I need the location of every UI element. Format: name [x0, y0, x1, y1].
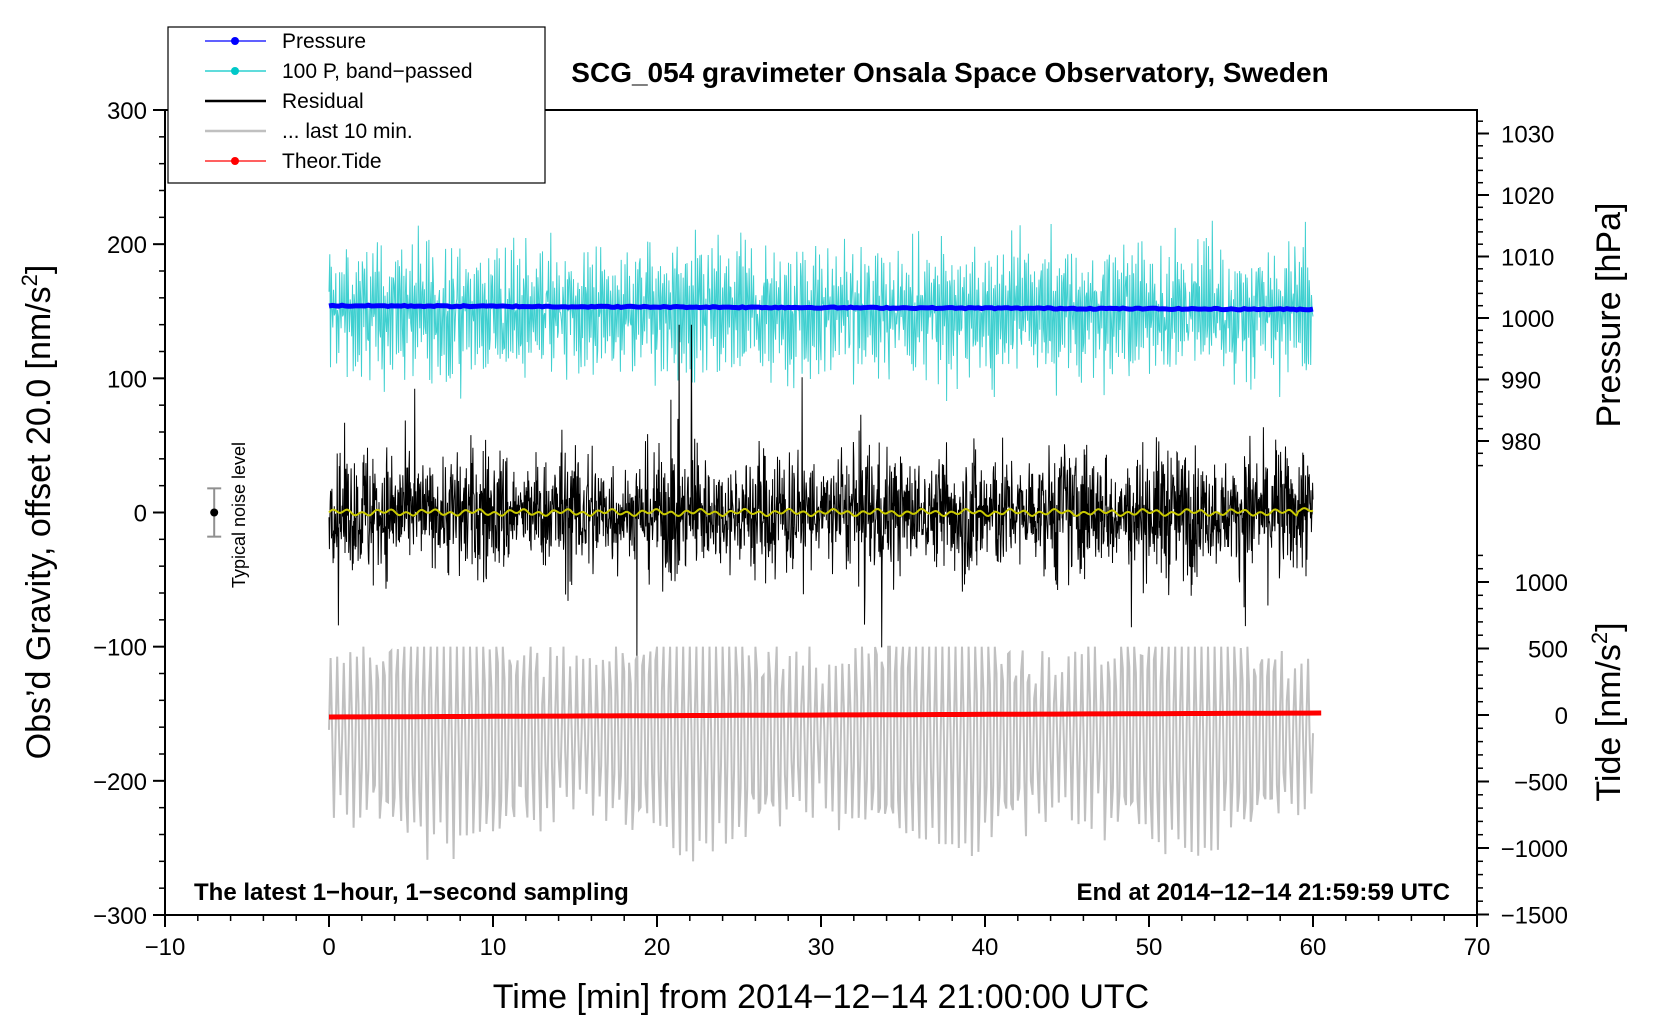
sampling-annotation: The latest 1−hour, 1−second sampling	[194, 879, 629, 906]
legend-label: Pressure	[282, 30, 366, 53]
y-tick-label: 200	[107, 232, 147, 259]
x-tick-label: 30	[808, 934, 835, 961]
noise-level-label: Typical noise level	[229, 442, 249, 588]
y-axis-title: Obs’d Gravity, offset 20.0 [nm/s2]	[17, 265, 58, 760]
series-residual-smoothed	[328, 507, 1314, 518]
y-axis-title-main: Obs’d Gravity, offset 20.0 [nm/s	[20, 286, 58, 759]
pressure-tick-label: 1030	[1501, 122, 1554, 149]
end-time-annotation: End at 2014−12−14 21:59:59 UTC	[1076, 879, 1450, 906]
tide-axis-title-sup: 2	[1587, 632, 1612, 644]
legend-label: ... last 10 min.	[282, 120, 413, 143]
series-pressure	[328, 302, 1314, 313]
series-theoretical-tide	[328, 710, 1322, 720]
tide-tick-label: −500	[1514, 770, 1568, 797]
y-tick-label: 0	[134, 501, 147, 528]
tide-tick-label: −1500	[1501, 903, 1568, 930]
series-last-10-min	[328, 645, 1314, 862]
x-tick-label: 70	[1464, 934, 1491, 961]
pressure-tick-label: 1010	[1501, 245, 1554, 272]
x-tick-label: 60	[1300, 934, 1327, 961]
legend-marker	[231, 37, 239, 45]
x-tick-label: 20	[644, 934, 671, 961]
tick-layer: −10 0 10 20 30 40 50 60 703002001000−100−200−300…	[93, 98, 1568, 961]
pressure-axis-title: Pressure [hPa]	[1590, 203, 1628, 428]
legend-label: 100 P, band−passed	[282, 60, 473, 83]
y-tick-label: −200	[93, 769, 147, 796]
y-axis-title-end: ]	[20, 265, 58, 274]
y-tick-label: 300	[107, 98, 147, 125]
x-tick-label: 50	[1136, 934, 1163, 961]
legend-label: Theor.Tide	[282, 150, 382, 173]
y-tick-label: −100	[93, 635, 147, 662]
tide-axis-title-main: Tide [nm/s	[1590, 644, 1628, 801]
noise-level-marker: Typical noise level	[207, 442, 249, 588]
pressure-tick-label: 990	[1501, 368, 1541, 395]
x-tick-label: 40	[972, 934, 999, 961]
x-tick-label: −10	[145, 934, 186, 961]
tide-axis-title-end: ]	[1590, 622, 1628, 631]
x-axis-title: Time [min] from 2014−12−14 21:00:00 UTC	[493, 978, 1149, 1016]
y-tick-label: 100	[107, 366, 147, 393]
y-axis-title-sup: 2	[17, 274, 42, 286]
legend-marker	[231, 67, 239, 75]
series-band-passed-pressure	[328, 220, 1314, 402]
pressure-tick-label: 1000	[1501, 306, 1554, 333]
noise-level-dot	[210, 508, 219, 517]
tide-axis-title: Tide [nm/s2]	[1587, 622, 1628, 801]
legend-items: Pressure 100 P, band−passed Residual ... la…	[205, 30, 473, 173]
legend-label: Residual	[282, 90, 364, 113]
tide-tick-label: 0	[1555, 703, 1568, 730]
chart-title: SCG_054 gravimeter Onsala Space Observat…	[571, 57, 1328, 88]
legend-box	[167, 26, 546, 184]
tide-tick-label: 1000	[1515, 570, 1568, 597]
tide-tick-label: 500	[1528, 637, 1568, 664]
x-tick-label: 0	[322, 934, 335, 961]
series-residual	[328, 324, 1314, 659]
tide-tick-label: −1000	[1501, 836, 1568, 863]
series-layer	[328, 220, 1322, 862]
x-tick-label: 10	[480, 934, 507, 961]
pressure-tick-label: 1020	[1501, 183, 1554, 210]
pressure-tick-label: 980	[1501, 429, 1541, 456]
y-tick-label: −300	[93, 903, 147, 930]
legend: Pressure 100 P, band−passed Residual ... la…	[167, 26, 546, 184]
legend-marker	[231, 157, 239, 165]
